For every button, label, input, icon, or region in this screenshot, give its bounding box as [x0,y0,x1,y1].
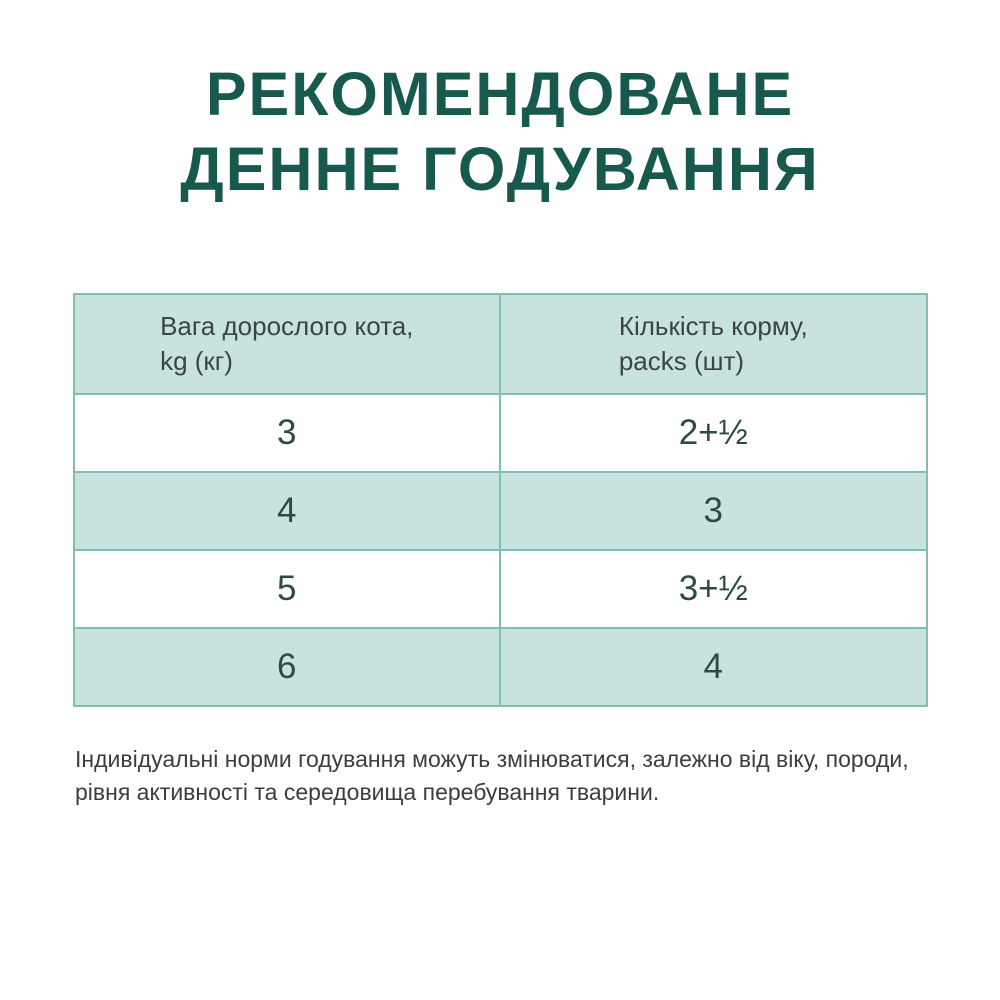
packs-cell: 2+½ [499,393,928,473]
packs-cell: 4 [499,627,928,707]
feeding-table: Вага дорослого кота, kg (кг) Кількість к… [72,293,928,707]
table-row: 4 3 [72,471,928,551]
column-header-weight-line-1: Вага дорослого кота, [160,311,414,341]
table-header-row: Вага дорослого кота, kg (кг) Кількість к… [72,293,928,395]
weight-cell: 6 [72,627,501,707]
column-header-packs: Кількість корму, packs (шт) [499,293,928,395]
footnote: Індивідуальні норми годування можуть змі… [75,746,909,805]
packs-cell: 3+½ [499,549,928,629]
column-header-weight-label: Вага дорослого кота, kg (кг) [160,309,413,379]
page-title-line-2: ДЕННЕ ГОДУВАННЯ [180,135,820,203]
column-header-weight: Вага дорослого кота, kg (кг) [72,293,501,395]
table-row: 3 2+½ [72,393,928,473]
page-title-line-1: РЕКОМЕНДОВАНЕ [205,60,795,128]
packs-cell: 3 [499,471,928,551]
column-header-packs-line-2: packs (шт) [618,346,745,376]
column-header-weight-line-2: kg (кг) [160,346,233,376]
table-row: 6 4 [72,627,928,707]
weight-cell: 4 [72,471,501,551]
table-row: 5 3+½ [72,549,928,629]
weight-cell: 3 [72,393,501,473]
weight-cell: 5 [72,549,501,629]
page-title: РЕКОМЕНДОВАНЕ ДЕННЕ ГОДУВАННЯ [0,0,1000,207]
column-header-packs-line-1: Кількість корму, [618,311,808,341]
column-header-packs-label: Кількість корму, packs (шт) [619,309,808,379]
